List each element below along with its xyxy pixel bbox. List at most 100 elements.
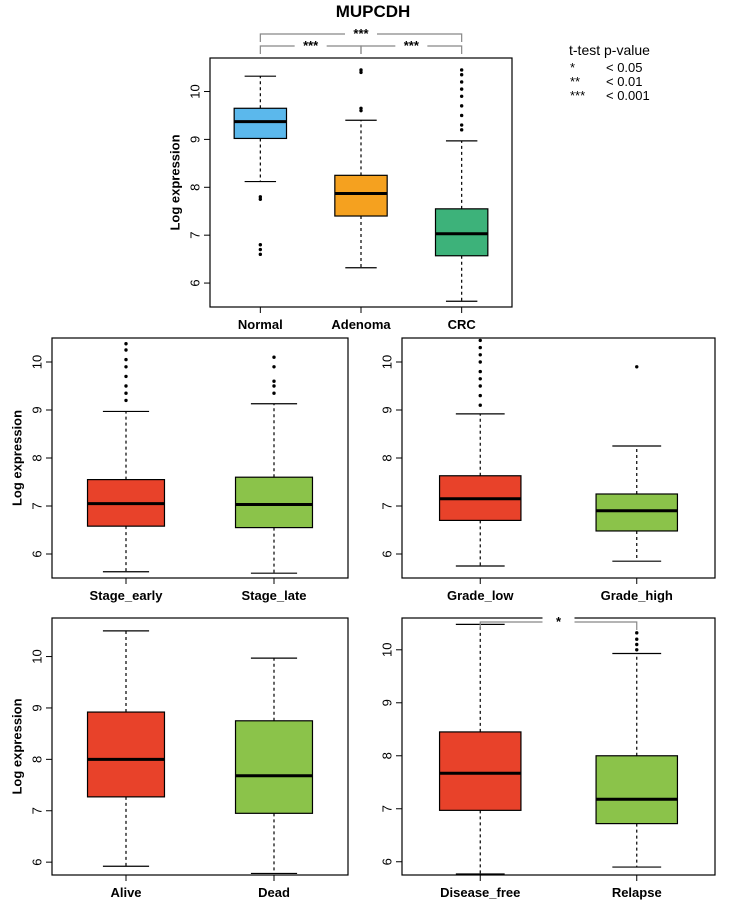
y-tick-label: 7 bbox=[379, 805, 394, 812]
outlier-point bbox=[258, 195, 263, 199]
y-tick-label: 6 bbox=[29, 550, 44, 557]
outlier-point bbox=[478, 338, 482, 343]
y-axis-label: Log expression bbox=[9, 698, 24, 794]
x-tick-label: Relapse bbox=[612, 885, 662, 900]
y-tick-label: 8 bbox=[29, 756, 44, 763]
box-stage_late: Stage_late bbox=[234, 355, 314, 603]
outlier-point bbox=[124, 384, 128, 388]
bracket-label-bg bbox=[345, 27, 377, 41]
y-tick-label: 8 bbox=[187, 184, 202, 191]
box-relapse: Relapse bbox=[595, 631, 679, 900]
outlier-point bbox=[258, 252, 263, 257]
significance-label: *** bbox=[404, 38, 420, 53]
outlier-point bbox=[272, 355, 276, 359]
legend-symbol: *** bbox=[570, 88, 585, 103]
y-tick-label: 7 bbox=[29, 502, 44, 509]
outlier-point bbox=[359, 70, 363, 75]
outlier-point bbox=[478, 369, 482, 374]
outlier-point bbox=[124, 357, 128, 362]
significance-label: * bbox=[556, 614, 562, 629]
outlier-point bbox=[124, 365, 128, 369]
chart-panel-1: 6 7 8 9 10 Log expression MUPCDH Normal Adenoma C… bbox=[167, 2, 513, 332]
outlier-point bbox=[124, 342, 128, 346]
box-body bbox=[233, 107, 288, 140]
bracket-label-bg bbox=[395, 39, 428, 53]
plot-frame bbox=[51, 337, 349, 579]
y-tick-label: 10 bbox=[29, 355, 44, 369]
plot-frame bbox=[51, 617, 349, 876]
outlier-point bbox=[359, 106, 363, 110]
y-tick-label: 8 bbox=[379, 454, 394, 461]
box-body bbox=[595, 755, 679, 825]
chart-panel-2: 6 7 8 9 10 Log expression Stage_early Stage_lat… bbox=[9, 337, 349, 603]
outlier-point bbox=[459, 94, 464, 99]
x-tick-label: Grade_low bbox=[447, 588, 514, 603]
outlier-point bbox=[258, 197, 263, 201]
y-tick-label: 6 bbox=[379, 550, 394, 557]
y-axis-label: Log expression bbox=[9, 410, 24, 506]
x-tick-label: Disease_free bbox=[440, 885, 520, 900]
y-tick-label: 10 bbox=[379, 643, 394, 657]
y-tick-label: 6 bbox=[379, 858, 394, 865]
significance-bracket: *** bbox=[360, 38, 463, 54]
y-tick-label: 8 bbox=[379, 752, 394, 759]
outlier-point bbox=[272, 384, 276, 388]
outlier-point bbox=[124, 374, 128, 379]
y-axis-label: Log expression bbox=[167, 134, 182, 230]
box-grade_high: Grade_high bbox=[595, 365, 679, 603]
y-tick-label: 9 bbox=[29, 406, 44, 413]
box-adenoma: Adenoma bbox=[331, 68, 391, 332]
significance-bracket: * bbox=[479, 614, 638, 630]
y-tick-label: 9 bbox=[29, 704, 44, 711]
x-tick-label: Normal bbox=[238, 317, 283, 332]
y-tick-label: 9 bbox=[379, 406, 394, 413]
box-alive: Alive bbox=[86, 630, 166, 900]
y-tick-label: 6 bbox=[187, 279, 202, 286]
y-tick-label: 10 bbox=[187, 84, 202, 98]
x-tick-label: Stage_early bbox=[90, 588, 164, 603]
bracket-label-bg bbox=[542, 615, 575, 629]
box-normal: Normal bbox=[233, 75, 288, 332]
outlier-point bbox=[459, 123, 464, 127]
outlier-point bbox=[478, 393, 482, 398]
y-tick-label: 8 bbox=[29, 454, 44, 461]
outlier-point bbox=[459, 73, 464, 77]
outlier-point bbox=[124, 398, 128, 403]
chart-title: MUPCDH bbox=[336, 2, 411, 21]
outlier-point bbox=[478, 345, 482, 350]
box-disease_free: Disease_free bbox=[438, 623, 522, 900]
box-body bbox=[438, 731, 522, 811]
y-tick-label: 7 bbox=[187, 232, 202, 239]
x-tick-label: CRC bbox=[448, 317, 477, 332]
box-stage_early: Stage_early bbox=[86, 342, 166, 603]
outlier-point bbox=[272, 379, 276, 383]
box-dead: Dead bbox=[234, 657, 314, 900]
outlier-point bbox=[635, 648, 639, 652]
outlier-point bbox=[635, 365, 639, 369]
outlier-point bbox=[272, 365, 276, 369]
bracket-label-bg bbox=[294, 39, 327, 53]
x-tick-label: Alive bbox=[110, 885, 141, 900]
legend-title: t-test p-value bbox=[569, 42, 650, 58]
legend-symbol: ** bbox=[570, 74, 580, 89]
legend-value: < 0.001 bbox=[606, 88, 650, 103]
outlier-point bbox=[459, 87, 464, 91]
chart-panel-5: 6 7 8 9 10 Disease_free Relapse * bbox=[379, 614, 716, 900]
y-tick-label: 9 bbox=[187, 136, 202, 143]
box-crc: CRC bbox=[434, 68, 489, 332]
y-tick-label: 7 bbox=[29, 807, 44, 814]
outlier-point bbox=[359, 108, 363, 113]
box-body bbox=[86, 711, 166, 798]
y-tick-label: 10 bbox=[379, 355, 394, 369]
box-body bbox=[595, 493, 679, 532]
outlier-point bbox=[459, 104, 464, 108]
box-body bbox=[234, 476, 314, 529]
legend-symbol: * bbox=[570, 60, 575, 75]
box-body bbox=[334, 174, 388, 217]
x-tick-label: Dead bbox=[258, 885, 290, 900]
outlier-point bbox=[478, 360, 482, 364]
outlier-point bbox=[478, 353, 482, 357]
outlier-point bbox=[459, 113, 464, 118]
outlier-point bbox=[459, 68, 464, 72]
